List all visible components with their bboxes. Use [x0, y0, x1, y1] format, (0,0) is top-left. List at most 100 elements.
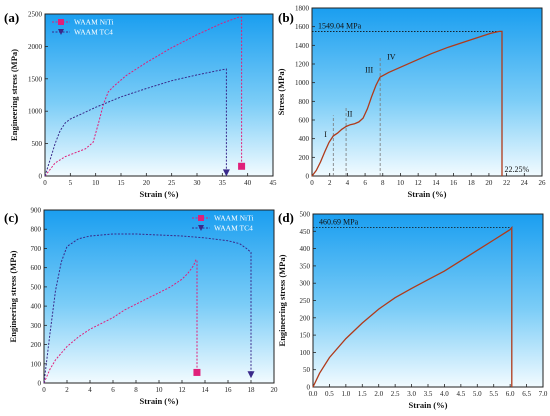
y-tick-label: 1200	[295, 61, 310, 69]
x-tick-label: 2	[328, 179, 332, 187]
x-tick-label: 4	[88, 386, 92, 394]
y-tick-label: 700	[31, 245, 42, 253]
y-tick-label: 250	[300, 297, 311, 305]
legend-marker-square	[198, 215, 204, 221]
y-tick-label: 500	[31, 283, 42, 291]
x-tick-label: 6.0	[506, 390, 515, 398]
y-tick-label: 0	[306, 173, 310, 181]
legend-entry: WAAM TC4	[74, 28, 113, 37]
x-tick-label: 30	[194, 179, 202, 187]
y-tick-label: 2000	[28, 43, 43, 51]
panel-a-chart: 0 5 10 15 20 25 30 35 40 45 0 500 1000 1500 2000 2500 St…	[4, 10, 277, 199]
series-line	[43, 233, 252, 384]
panel-d-chart: 0.0 0.5 1.0 1.5 2.0 2.5 3.0 3.5 4.0 4.5 5.0 5.5 6.0 6…	[277, 210, 548, 410]
x-tick-label: 0	[42, 386, 46, 394]
x-tick-label: 16	[450, 179, 458, 187]
series-line	[311, 30, 503, 177]
strain-annotation: 22.25%	[505, 165, 530, 174]
x-tick-label: 1.0	[341, 390, 350, 398]
legend-entry: WAAM NiTi	[214, 214, 254, 223]
x-axis-label: Strain (%)	[408, 189, 447, 199]
value-annotation: 460.69 MPa	[319, 218, 359, 227]
x-tick-label: 18	[248, 386, 256, 394]
x-tick-label: 0	[310, 179, 314, 187]
series-line	[312, 225, 513, 388]
x-tick-label: 10	[397, 179, 405, 187]
plot-frame	[311, 7, 543, 177]
stage-label: II	[347, 109, 353, 118]
x-tick-label: 1.5	[358, 390, 367, 398]
x-tick-label: 14	[202, 386, 210, 394]
x-tick-label: 25	[168, 179, 176, 187]
legend-marker-triangle	[198, 225, 204, 231]
stage-label: III	[365, 65, 373, 74]
panel-letter: (c)	[4, 210, 18, 225]
x-tick-label: 10	[156, 386, 164, 394]
x-tick-label: 7.0	[539, 390, 548, 398]
x-tick-label: 20	[271, 386, 279, 394]
x-tick-label: 4	[346, 179, 350, 187]
x-tick-label: 35	[219, 179, 227, 187]
x-tick-label: 8	[134, 386, 138, 394]
plot-background	[313, 214, 543, 387]
y-tick-label: 100	[300, 349, 311, 357]
y-tick-label: 800	[31, 226, 42, 234]
fracture-marker-triangle	[222, 169, 230, 177]
y-tick-label: 50	[303, 366, 311, 374]
x-tick-label: 16	[225, 386, 233, 394]
y-tick-label: 1000	[295, 79, 310, 87]
y-tick-label: 200	[299, 154, 310, 162]
x-tick-label: 3.5	[424, 390, 433, 398]
y-axis-label: Engineering stress (MPa)	[9, 49, 19, 141]
y-tick-label: 200	[31, 341, 42, 349]
series-line	[44, 68, 227, 177]
panel-letter: (d)	[278, 210, 294, 225]
x-tick-label: 6	[363, 179, 367, 187]
x-tick-label: 2	[65, 386, 69, 394]
y-tick-label: 600	[31, 264, 42, 272]
panel-letter: (a)	[4, 10, 19, 25]
x-tick-label: 0.5	[325, 390, 334, 398]
x-tick-label: 40	[244, 179, 252, 187]
y-tick-label: 900	[31, 207, 42, 215]
legend-entry: WAAM TC4	[214, 224, 253, 233]
x-tick-label: 2.5	[391, 390, 400, 398]
y-tick-label: 300	[31, 322, 42, 330]
y-axis-label: Engineering stress (MPa)	[277, 254, 287, 346]
plot-frame	[43, 209, 275, 384]
y-tick-label: 100	[31, 360, 42, 368]
x-tick-label: 26	[539, 179, 547, 187]
y-tick-label: 150	[300, 332, 311, 340]
x-tick-label: 0	[43, 179, 47, 187]
x-tick-label: 5.5	[489, 390, 498, 398]
y-tick-label: 1400	[295, 42, 310, 50]
y-tick-label: 1600	[295, 23, 310, 31]
panel-letter: (b)	[278, 10, 294, 25]
plot-background	[44, 210, 274, 383]
x-tick-label: 15	[118, 179, 126, 187]
x-tick-label: 20	[143, 179, 151, 187]
series-line	[44, 16, 243, 177]
y-tick-label: 500	[32, 140, 43, 148]
y-tick-label: 1800	[295, 5, 310, 13]
x-tick-label: 18	[468, 179, 476, 187]
stage-label: IV	[387, 52, 396, 61]
y-tick-label: 350	[300, 262, 311, 270]
y-tick-label: 400	[300, 245, 311, 253]
plot-background	[312, 8, 542, 176]
y-tick-label: 400	[31, 303, 42, 311]
y-tick-label: 1000	[28, 108, 43, 116]
y-tick-label: 1500	[28, 75, 43, 83]
x-tick-label: 12	[179, 386, 187, 394]
y-tick-label: 600	[299, 117, 310, 125]
x-tick-label: 22	[503, 179, 511, 187]
y-tick-label: 800	[299, 98, 310, 106]
x-tick-label: 12	[415, 179, 423, 187]
x-tick-label: 6.5	[522, 390, 531, 398]
plot-frame	[44, 13, 274, 177]
x-tick-label: 14	[432, 179, 440, 187]
x-tick-label: 4.0	[440, 390, 449, 398]
plot-frame	[312, 213, 544, 388]
x-axis-label: Strain (%)	[140, 189, 179, 199]
